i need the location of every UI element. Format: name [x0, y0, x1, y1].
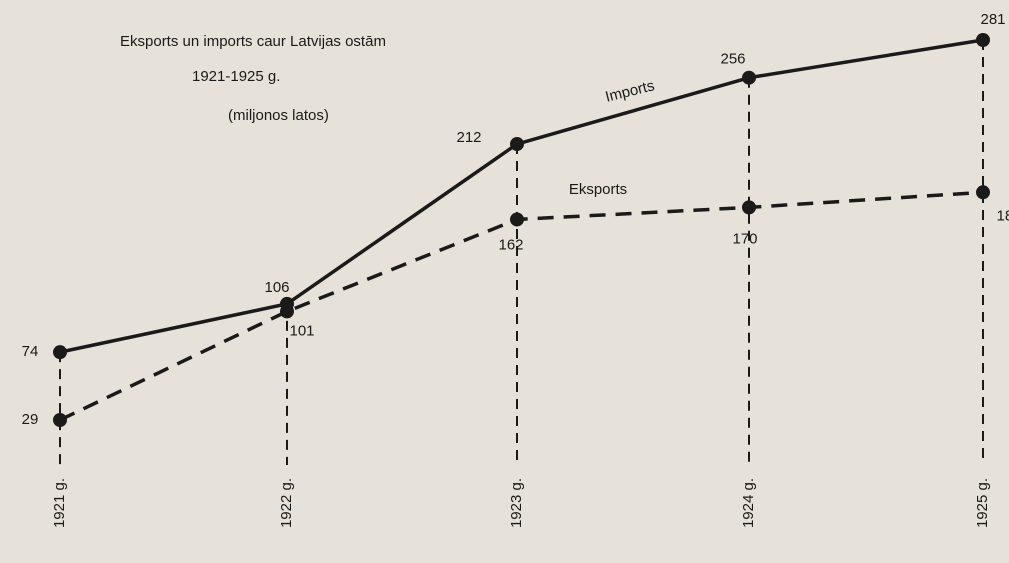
x-tick-label: 1922 g. — [278, 478, 295, 528]
data-label: 29 — [22, 411, 39, 428]
x-tick-label: 1925 g. — [974, 478, 991, 528]
series-label: Eksports — [569, 181, 627, 198]
data-label: 74 — [22, 343, 39, 360]
data-label: 170 — [732, 230, 757, 247]
data-point — [510, 137, 524, 152]
data-point — [53, 345, 67, 360]
x-tick-label: 1921 g. — [51, 478, 68, 528]
data-point — [53, 413, 67, 427]
chart-subtitle: 1921-1925 g. — [192, 68, 280, 85]
data-point — [280, 304, 294, 319]
data-label: 281 — [980, 11, 1005, 28]
data-label: 180 — [996, 207, 1009, 224]
data-label: 162 — [498, 236, 523, 253]
data-point — [742, 200, 756, 215]
x-tick-label: 1923 g. — [508, 478, 525, 528]
unit-note: (miljonos latos) — [228, 107, 329, 124]
data-label: 106 — [264, 279, 289, 296]
data-point — [742, 70, 756, 85]
chart-title: Eksports un imports caur Latvijas ostām — [120, 33, 386, 50]
data-point — [510, 212, 524, 227]
data-label: 212 — [456, 129, 481, 146]
data-point — [976, 33, 990, 47]
data-label: 256 — [720, 51, 745, 68]
x-tick-label: 1924 g. — [740, 478, 757, 528]
data-label: 101 — [289, 322, 314, 339]
data-point — [976, 185, 990, 200]
